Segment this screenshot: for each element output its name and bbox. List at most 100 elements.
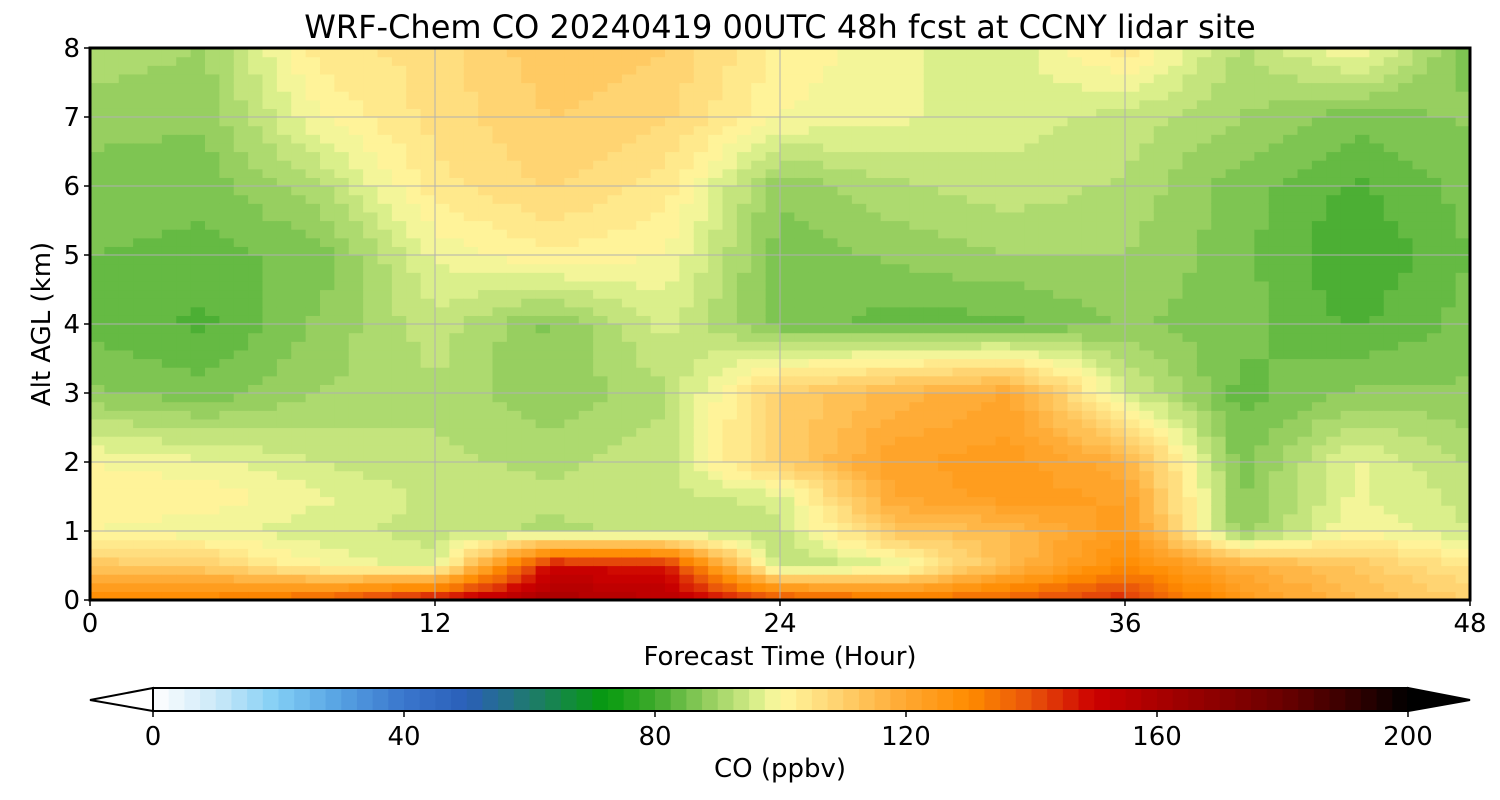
heatmap-cell: [1125, 306, 1140, 316]
heatmap-cell: [1081, 306, 1097, 316]
heatmap-cell: [780, 574, 795, 584]
heatmap-cell: [952, 487, 968, 498]
heatmap-cell: [161, 393, 177, 403]
heatmap-cell: [607, 556, 623, 567]
heatmap-cell: [233, 418, 249, 429]
heatmap-cell: [880, 99, 896, 109]
heatmap-cell: [665, 289, 680, 299]
heatmap-cell: [938, 591, 954, 601]
heatmap-cell: [205, 548, 220, 558]
heatmap-cell: [823, 73, 839, 84]
heatmap-cell: [736, 177, 752, 187]
heatmap-cell: [765, 548, 781, 558]
heatmap-cell: [1168, 108, 1184, 118]
heatmap-cell: [363, 177, 379, 187]
heatmap-cell: [808, 117, 824, 127]
heatmap-cell: [880, 470, 896, 480]
heatmap-cell: [1067, 117, 1083, 127]
heatmap-cell: [1081, 160, 1097, 170]
heatmap-cell: [391, 315, 407, 325]
heatmap-cell: [348, 375, 364, 385]
heatmap-cell: [593, 367, 609, 377]
heatmap-cell: [90, 410, 105, 420]
heatmap-cell: [320, 125, 335, 135]
heatmap-cell: [693, 496, 709, 506]
heatmap-cell: [176, 160, 192, 170]
heatmap-cell: [391, 151, 407, 161]
heatmap-cell: [981, 393, 997, 403]
heatmap-cell: [938, 375, 954, 385]
heatmap-cell: [176, 73, 192, 84]
heatmap-cell: [161, 142, 177, 153]
heatmap-cell: [233, 315, 249, 325]
heatmap-cell: [981, 591, 997, 601]
heatmap-cell: [722, 324, 738, 334]
heatmap-cell: [665, 401, 680, 411]
heatmap-cell: [492, 211, 508, 222]
heatmap-cell: [866, 565, 882, 575]
heatmap-cell: [478, 117, 494, 127]
heatmap-cell: [722, 548, 738, 558]
heatmap-cell: [866, 117, 882, 127]
heatmap-cell: [1010, 410, 1025, 420]
heatmap-cell: [1096, 56, 1112, 66]
heatmap-cell: [1038, 255, 1054, 265]
heatmap-cell: [104, 410, 120, 420]
heatmap-cell: [938, 280, 954, 291]
heatmap-cell: [118, 531, 134, 541]
heatmap-cell: [463, 556, 479, 567]
heatmap-cell: [880, 522, 896, 532]
heatmap-cell: [665, 531, 680, 541]
heatmap-cell: [966, 341, 982, 351]
heatmap-cell: [665, 280, 680, 291]
heatmap-cell: [636, 462, 652, 472]
heatmap-cell: [334, 384, 350, 394]
heatmap-cell: [880, 289, 896, 299]
heatmap-cell: [650, 203, 666, 213]
heatmap-cell: [320, 375, 335, 385]
heatmap-cell: [233, 306, 249, 316]
heatmap-cell: [794, 444, 810, 454]
heatmap-cell: [521, 539, 537, 549]
heatmap-cell: [133, 539, 149, 549]
heatmap-cell: [248, 479, 264, 489]
heatmap-cell: [679, 591, 695, 601]
heatmap-cell: [248, 117, 264, 127]
heatmap-cell: [909, 99, 925, 109]
heatmap-cell: [1139, 108, 1155, 118]
heatmap-cell: [492, 298, 508, 308]
heatmap-cell: [880, 229, 896, 239]
heatmap-cell: [895, 462, 910, 472]
heatmap-cell: [1053, 315, 1069, 325]
heatmap-cell: [248, 513, 264, 523]
heatmap-cell: [262, 168, 278, 178]
heatmap-cell: [1168, 582, 1184, 592]
heatmap-cell: [866, 220, 882, 230]
heatmap-cell: [866, 168, 882, 178]
heatmap-cell: [420, 375, 436, 385]
heatmap-cell: [176, 522, 192, 532]
heatmap-cell: [736, 117, 752, 127]
heatmap-cell: [377, 505, 393, 515]
heatmap-cell: [1139, 220, 1155, 230]
heatmap-cell: [923, 427, 939, 437]
heatmap-cell: [895, 479, 910, 489]
heatmap-cell: [981, 315, 997, 325]
heatmap-cell: [406, 367, 422, 377]
heatmap-cell: [880, 341, 896, 351]
heatmap-cell: [147, 574, 163, 584]
heatmap-cell: [966, 117, 982, 127]
heatmap-cell: [190, 272, 206, 282]
heatmap-cell: [1182, 522, 1198, 532]
heatmap-cell: [794, 436, 810, 446]
heatmap-cell: [765, 211, 781, 222]
heatmap-cell: [866, 186, 882, 196]
heatmap-cell: [693, 108, 709, 118]
heatmap-cell: [1139, 487, 1155, 498]
heatmap-cell: [463, 522, 479, 532]
heatmap-cell: [938, 56, 954, 66]
heatmap-cell: [952, 531, 968, 541]
heatmap-cell: [1139, 186, 1155, 196]
heatmap-cell: [794, 65, 810, 75]
heatmap-cell: [823, 418, 839, 429]
